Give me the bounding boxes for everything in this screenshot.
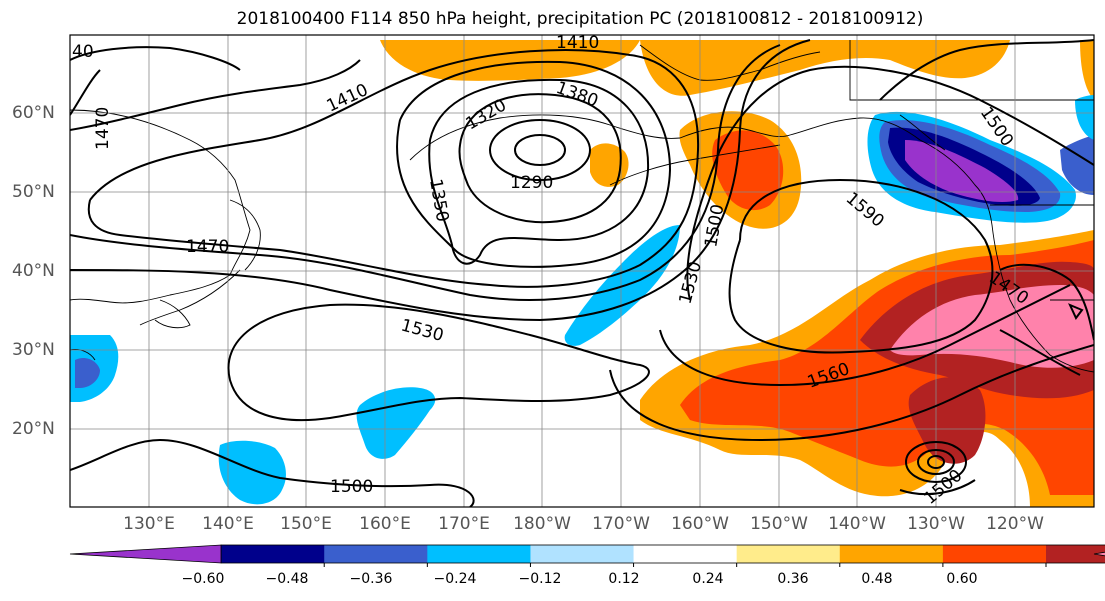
- lat-label: 50°N: [12, 182, 55, 202]
- lat-label: 30°N: [12, 340, 55, 360]
- contour-label: 1380: [553, 78, 600, 112]
- lat-label: 60°N: [12, 103, 55, 123]
- lon-label: 140°E: [202, 514, 254, 534]
- lon-label: 130°E: [123, 514, 175, 534]
- contour-label: 1320: [463, 95, 510, 134]
- contour-label: 1500: [330, 477, 373, 497]
- plot-area: 40 1410 1470 1410 1380 1320 1350 1290 14…: [70, 33, 1094, 507]
- contour-label: 1410: [556, 33, 599, 53]
- colorbar-cell: [942, 545, 1047, 563]
- colorbar-cells: [69, 544, 1105, 564]
- colorbar-extend-min: [69, 544, 222, 564]
- lon-label: 160°W: [671, 514, 729, 534]
- map-title: 2018100400 F114 850 hPa height, precipit…: [236, 9, 924, 29]
- colorbar-tick-label: 0.24: [692, 571, 724, 587]
- colorbar-cell: [324, 545, 428, 563]
- contour-label: 1530: [676, 259, 707, 306]
- colorbar-tick-label: −0.24: [433, 571, 477, 587]
- colorbar-cell: [221, 545, 325, 563]
- lon-label: 170°W: [592, 514, 650, 534]
- contour-label: 1590: [842, 189, 888, 232]
- lon-label: 130°W: [907, 514, 965, 534]
- colorbar: [69, 544, 1105, 567]
- colorbar-tick-label: −0.60: [181, 571, 225, 587]
- lon-label: 160°E: [359, 514, 411, 534]
- colorbar-cell: [839, 545, 944, 563]
- colorbar-tick-label: 0.36: [777, 571, 809, 587]
- colorbar-tick-label: 0.60: [946, 571, 978, 587]
- contour-label: 1350: [425, 177, 452, 223]
- lon-label: 150°E: [280, 514, 332, 534]
- colorbar-tick-label: −0.12: [518, 571, 562, 587]
- colorbar-cell: [1046, 545, 1105, 563]
- colorbar-extend-max: [1093, 551, 1105, 557]
- contour-label: 1530: [399, 316, 446, 347]
- colorbar-tick-label: 0.48: [861, 571, 893, 587]
- colorbar-frame: [220, 544, 1105, 564]
- height-contours: [70, 39, 1094, 507]
- colorbar-ticks: [323, 563, 1047, 567]
- lon-label: 180°W: [513, 514, 571, 534]
- lat-label: 20°N: [12, 419, 55, 439]
- contour-label: 1470: [186, 237, 229, 257]
- lat-label: 40°N: [12, 261, 55, 281]
- colorbar-cell: [427, 545, 531, 563]
- colorbar-cell: [633, 545, 738, 563]
- contour-label: 1290: [510, 173, 553, 193]
- colorbar-tick-label: −0.36: [349, 571, 393, 587]
- plot-frame: [69, 34, 1095, 508]
- colorbar-cell: [736, 545, 841, 563]
- lon-label: 120°W: [986, 514, 1044, 534]
- lon-label: 150°W: [750, 514, 808, 534]
- colorbar-tick-label: 0.12: [608, 571, 640, 587]
- lon-label: 170°E: [438, 514, 490, 534]
- colorbar-tick-label: −0.48: [265, 571, 309, 587]
- contour-label: 1470: [93, 107, 113, 150]
- colorbar-cell: [530, 545, 635, 563]
- lon-label: 140°W: [828, 514, 886, 534]
- contour-label: 40: [72, 42, 94, 62]
- contour-label: 1410: [324, 80, 372, 116]
